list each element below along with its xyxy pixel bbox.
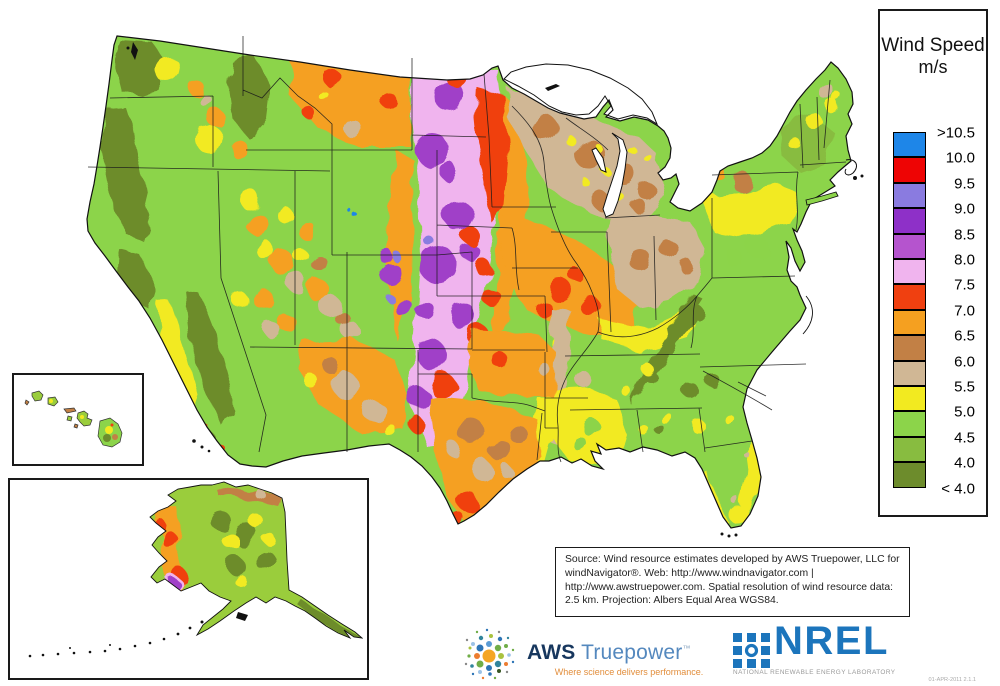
- outer-banks: [802, 295, 813, 335]
- legend-label: < 4.0: [941, 479, 975, 497]
- legend-swatch: [893, 411, 926, 437]
- great-lakes: [503, 63, 659, 218]
- isle-royale: [545, 84, 560, 91]
- legend-label: 6.5: [954, 327, 975, 345]
- aws-truepower-logo: AWS Truepower™ Where science delivers pe…: [455, 624, 720, 684]
- nrel-logo: NREL NATIONAL RENEWABLE ENERGY LABORATOR…: [728, 619, 978, 685]
- legend-scale: >10.5 10.0 9.5 9.0 8.5 8.0 7.5 7.0 6.5 6.0 5.5 5.0 4…: [893, 124, 975, 497]
- wind-speed-color-field: [100, 40, 844, 524]
- hawaii-map: [24, 390, 123, 448]
- source-text: Source: Wind resource estimates develope…: [565, 554, 900, 607]
- alaska-outline: [149, 481, 364, 640]
- legend-panel: Wind Speed m/s >10.5 10.0 9.5 9.0 8.5 8.0 7.5 7…: [878, 9, 988, 517]
- legend-label: 10.0: [945, 149, 975, 167]
- legend-swatch: [893, 284, 926, 310]
- legend-label: 5.0: [954, 403, 975, 421]
- legend-label: >10.5: [937, 124, 975, 142]
- legend-label: 6.0: [954, 352, 975, 370]
- legend-swatch: [893, 182, 926, 209]
- aws-trademark: ™: [682, 644, 691, 653]
- aws-tagline: Where science delivers performance.: [554, 667, 704, 677]
- legend-swatch: [893, 335, 926, 361]
- lake-michigan: [602, 132, 628, 218]
- source-box: Source: Wind resource estimates develope…: [555, 547, 910, 617]
- legend-label: 8.0: [954, 251, 975, 269]
- legend-label: 7.0: [954, 302, 975, 320]
- coastal-islands: [126, 42, 864, 538]
- cape-cod: [844, 159, 857, 176]
- legend-swatch: [893, 259, 926, 285]
- aws-name-bold: AWS: [527, 641, 576, 664]
- legend-units: m/s: [918, 56, 948, 77]
- nrel-version: 01-APR-2011 2.1.1: [928, 677, 976, 683]
- conus-landmass: [87, 36, 853, 528]
- legend-swatch: [893, 132, 926, 158]
- alaska-map: [28, 481, 364, 658]
- alaska-landmass: [150, 482, 362, 638]
- hawaii-inset: [12, 373, 144, 466]
- legend-label: 5.5: [954, 378, 975, 396]
- legend-label: 4.0: [954, 454, 975, 472]
- aws-name-light: Truepower: [581, 641, 683, 664]
- state-borders: [87, 36, 847, 463]
- legend-title: Wind Speed: [881, 35, 985, 56]
- legend-swatch: [893, 208, 926, 234]
- long-island: [805, 191, 839, 206]
- aleutian-islands: [28, 612, 248, 658]
- legend-label: 4.5: [954, 429, 975, 447]
- legend-swatch: [893, 360, 926, 386]
- green-bay: [591, 147, 607, 173]
- lake-superior: [503, 63, 659, 126]
- legend-swatch: [893, 436, 926, 463]
- legend-label: 7.5: [954, 276, 975, 294]
- legend-swatch: [893, 462, 926, 488]
- legend-swatch: [893, 309, 926, 336]
- legend-label: 9.0: [954, 200, 975, 218]
- legend-swatch: [893, 386, 926, 412]
- legend-swatch: [893, 157, 926, 183]
- legend-swatch: [893, 233, 926, 259]
- conus-outline: [86, 35, 854, 529]
- legend-label: 9.5: [954, 175, 975, 193]
- nrel-subtitle: NATIONAL RENEWABLE ENERGY LABORATORY: [733, 669, 896, 676]
- alaska-inset: [8, 478, 369, 680]
- nrel-acronym: NREL: [774, 619, 889, 663]
- nrel-mark-icon: [733, 633, 770, 668]
- aws-wordmark: AWS Truepower™: [527, 641, 691, 665]
- legend-label: 8.5: [954, 225, 975, 243]
- dot-cluster-icon: [464, 628, 515, 680]
- kodiak-island: [236, 612, 248, 621]
